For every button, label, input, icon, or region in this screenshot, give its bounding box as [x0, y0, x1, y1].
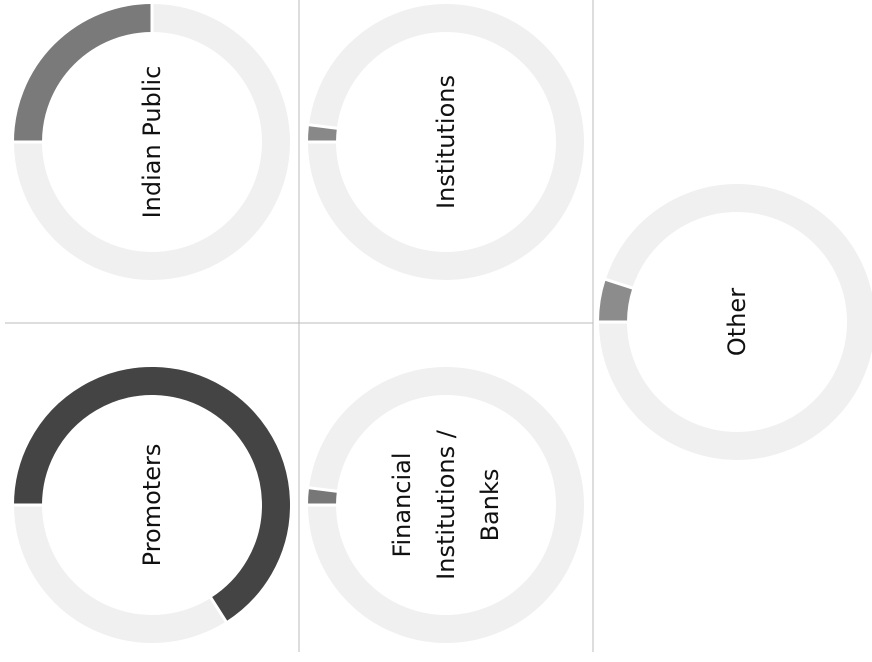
donut-label: Other — [723, 287, 751, 357]
donut-arc — [14, 367, 290, 622]
arc-gap — [307, 123, 339, 130]
arc-gap — [209, 596, 228, 624]
donut-label: Financial Institutions / Banks — [388, 430, 504, 580]
donut-arc — [599, 279, 633, 323]
donut-label: Institutions — [432, 75, 460, 209]
arc-gap — [604, 277, 634, 290]
donut-label: Indian Public — [138, 65, 166, 219]
donut-arc — [308, 124, 337, 143]
arc-gap — [307, 486, 339, 493]
donut-arc — [14, 4, 153, 143]
donut-label: Promoters — [138, 443, 166, 567]
donut-arc — [308, 487, 337, 506]
